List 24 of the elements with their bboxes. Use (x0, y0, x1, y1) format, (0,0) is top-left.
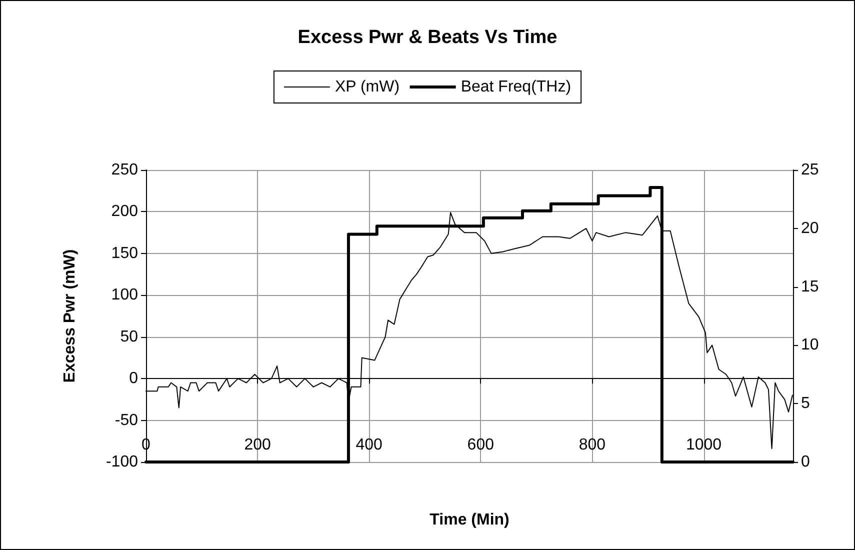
y2-tick-label: 25 (801, 162, 819, 178)
chart-title: Excess Pwr & Beats Vs Time (298, 27, 558, 48)
y-tick-label: 250 (111, 162, 138, 178)
x-tick-label: 1000 (686, 436, 722, 454)
x-tick-label: 600 (467, 436, 494, 454)
y-tick-label: 100 (111, 286, 138, 304)
y-tick-label: 50 (120, 328, 138, 346)
y2-tick-label: 20 (801, 220, 819, 237)
y-axis-title: Excess Pwr (mW) (62, 249, 78, 383)
x-axis-title: Time (Min) (430, 512, 510, 528)
legend-label: XP (mW) (334, 78, 400, 96)
y-tick-label: 200 (111, 203, 138, 220)
x-tick-label: 400 (356, 436, 383, 454)
x-tick-label: 800 (578, 436, 606, 454)
y2-tick-label: 5 (801, 395, 810, 412)
y-tick-label: -50 (114, 412, 138, 429)
y2-tick-label: 0 (801, 454, 810, 470)
y-tick-label: 150 (111, 244, 138, 262)
y-tick-label: -100 (106, 454, 138, 470)
y-tick-label: 0 (129, 370, 138, 388)
legend-label: Beat Freq(THz) (460, 78, 572, 96)
y2-tick-label: 15 (801, 278, 819, 296)
x-tick-label: 200 (244, 436, 271, 454)
y2-tick-label: 10 (801, 336, 819, 354)
